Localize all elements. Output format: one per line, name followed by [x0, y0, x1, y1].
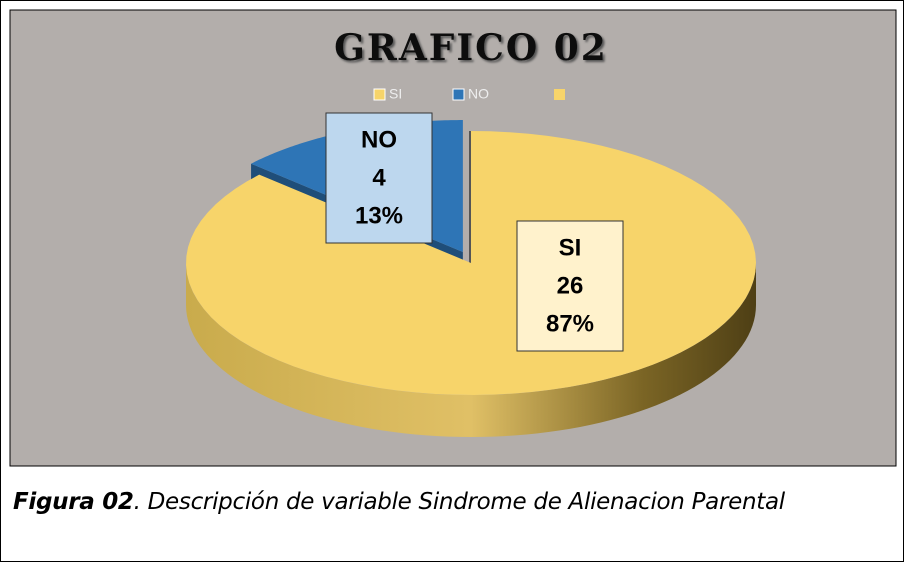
legend-swatch [554, 89, 565, 100]
data-label-box [516, 220, 624, 352]
data-label-name: NO [361, 126, 397, 153]
legend-label: NO [468, 86, 489, 102]
caption-text: . Descripción de variable Sindrome de Al… [133, 489, 786, 515]
caption: Figura 02. Descripción de variable Sindr… [13, 489, 785, 515]
data-label-box [325, 112, 433, 244]
data-label-value: 4 [372, 164, 386, 191]
data-label-value: 26 [557, 272, 584, 299]
data-label-percent: 13% [355, 202, 403, 229]
chart: GRAFICO 02 SI NO SI 26 87% NO 4 13% [9, 9, 897, 467]
caption-label: Figura 02 [13, 489, 134, 515]
data-label-percent: 87% [546, 310, 594, 337]
chart-title: GRAFICO 02 [334, 27, 608, 69]
legend-label: SI [389, 86, 402, 102]
legend-swatch [373, 88, 386, 101]
data-label-name: SI [559, 234, 582, 261]
legend-swatch [452, 88, 465, 101]
pie-slice-side [186, 263, 756, 437]
